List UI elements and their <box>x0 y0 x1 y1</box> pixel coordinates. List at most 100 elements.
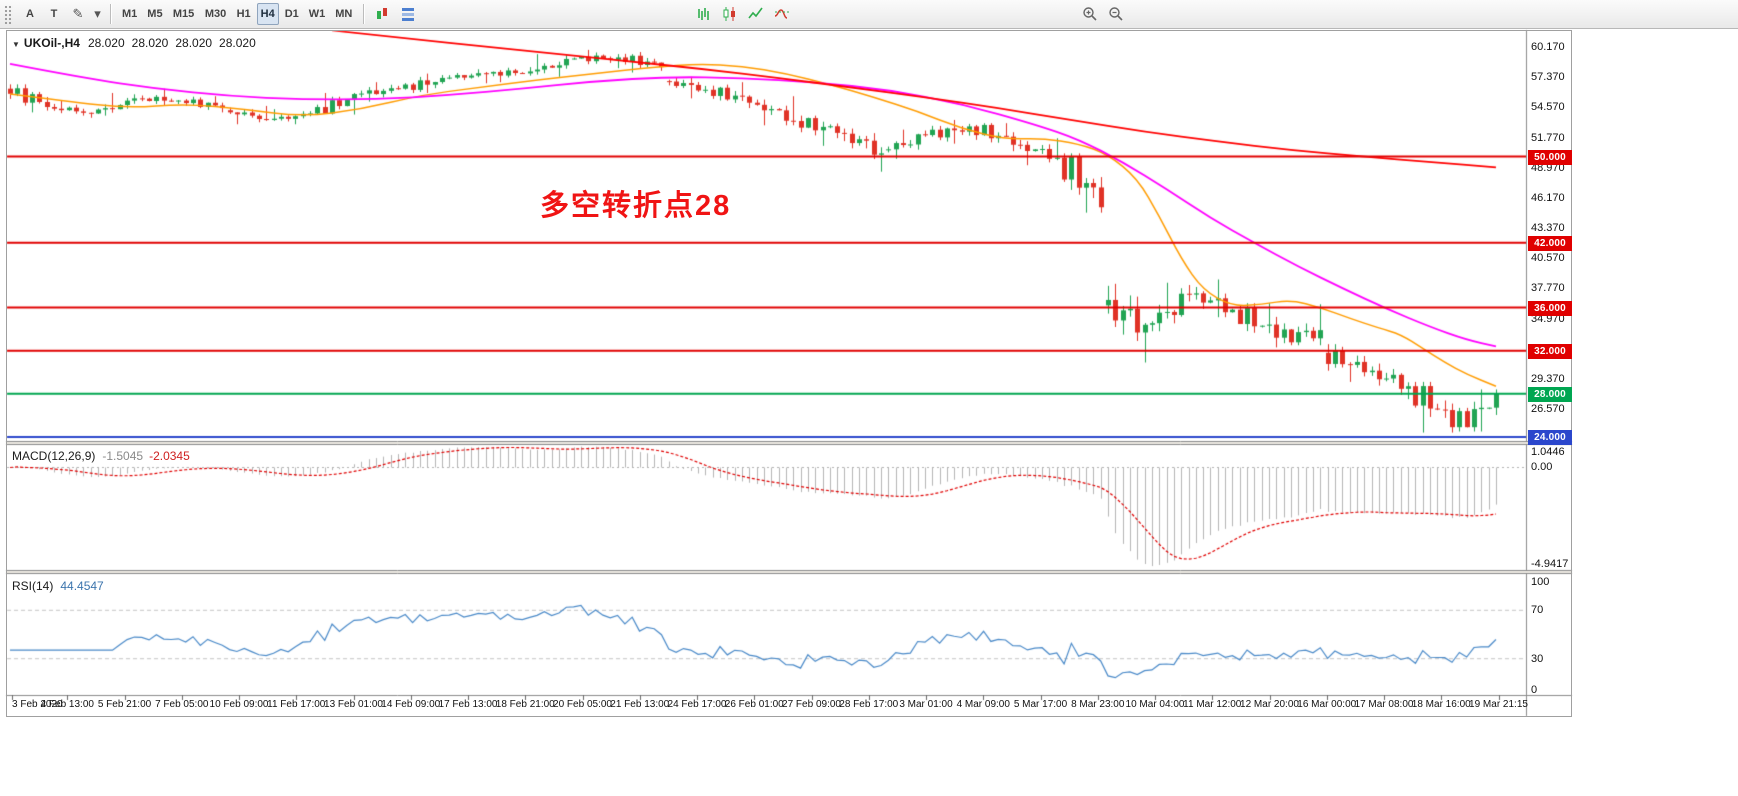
zoom-in-button[interactable] <box>1078 3 1102 25</box>
price-level-badge[interactable]: 32.000 <box>1528 343 1572 359</box>
rsi-scale-label: 70 <box>1531 604 1544 617</box>
rsi-scale-label: 100 <box>1531 576 1550 588</box>
time-axis-label[interactable]: 3 Feb 2020 <box>12 699 63 710</box>
price-axis-label: 51.770 <box>1531 131 1565 144</box>
arrow-tool-button[interactable]: A <box>19 3 41 25</box>
chart-annotation-text[interactable]: 多空转折点28 <box>540 190 732 222</box>
time-axis-label[interactable]: 3 Mar 01:00 <box>899 699 953 710</box>
price-axis-label: 43.370 <box>1531 222 1565 235</box>
zoom-out-button[interactable] <box>1104 3 1128 25</box>
price-axis-label: 48.970 <box>1531 161 1565 174</box>
price-axis-label: 34.970 <box>1531 312 1565 325</box>
timeframe-button-h4[interactable]: H4 <box>256 3 279 25</box>
draw-tool-button[interactable]: ✎ <box>67 3 89 25</box>
quote-close: 28.020 <box>219 36 256 50</box>
rsi-value: 44.4547 <box>60 579 104 593</box>
timeframe-button-d1[interactable]: D1 <box>281 3 303 25</box>
macd-value-main: -1.5045 <box>102 449 144 463</box>
chevron-down-icon[interactable]: ▼ <box>12 40 20 49</box>
indicators-icon <box>775 9 790 19</box>
price-axis-label: 60.170 <box>1531 40 1565 53</box>
new-order-icon <box>377 8 388 19</box>
toolbar-separator <box>110 4 111 24</box>
quote-open: 28.020 <box>87 36 125 50</box>
price-axis-label: 40.570 <box>1531 252 1565 265</box>
price-level-badge[interactable]: 50.000 <box>1528 149 1572 165</box>
time-axis-label[interactable]: 21 Feb 13:00 <box>610 699 670 710</box>
zoom-in-icon <box>1083 7 1097 21</box>
line-chart-style-button[interactable] <box>744 3 768 25</box>
market-watch-button[interactable] <box>396 3 420 25</box>
timeframe-button-m15[interactable]: M15 <box>169 3 199 25</box>
toolbar-separator <box>363 4 365 24</box>
macd-scale-label: -4.9417 <box>1531 558 1569 570</box>
time-axis-label[interactable]: 19 Mar 21:15 <box>1469 699 1528 710</box>
price-axis-label: 54.570 <box>1531 101 1565 114</box>
time-axis-label[interactable]: 13 Feb 01:00 <box>324 699 383 710</box>
time-axis-label[interactable]: 18 Mar 16:00 <box>1411 699 1471 710</box>
macd-title: MACD(12,26,9) <box>12 449 96 463</box>
time-axis-label[interactable]: 10 Mar 04:00 <box>1125 699 1185 710</box>
macd-value-signal: -2.0345 <box>149 449 190 463</box>
bar-chart-icon <box>698 8 710 20</box>
quote-low: 28.020 <box>175 36 213 50</box>
price-level-badge[interactable]: 42.000 <box>1528 235 1572 251</box>
time-axis-label[interactable]: 27 Feb 09:00 <box>782 699 841 710</box>
time-axis-label[interactable]: 17 Mar 08:00 <box>1354 699 1414 710</box>
time-axis-label[interactable]: 5 Mar 17:00 <box>1013 699 1068 710</box>
line-chart-icon <box>748 7 763 19</box>
zoom-out-icon <box>1109 7 1123 21</box>
price-level-badge[interactable]: 28.000 <box>1528 386 1572 402</box>
price-level-badge[interactable]: 24.000 <box>1528 429 1572 445</box>
time-axis-label[interactable]: 12 Mar 20:00 <box>1240 699 1299 710</box>
timeframe-button-m30[interactable]: M30 <box>201 3 231 25</box>
main-toolbar: A T ✎ ▾ M1 M5 M15 M30 H1 H4 D1 W1 MN <box>0 0 1738 29</box>
price-axis-label: 26.570 <box>1531 403 1565 416</box>
time-axis-label[interactable]: 18 Feb 21:00 <box>495 699 555 710</box>
indicators-button[interactable] <box>770 3 794 25</box>
timeframe-button-m5[interactable]: M5 <box>143 3 166 25</box>
time-axis-label[interactable]: 4 Mar 09:00 <box>956 699 1010 710</box>
text-tool-button[interactable]: T <box>43 3 65 25</box>
bar-chart-style-button[interactable] <box>692 3 716 25</box>
time-axis-label[interactable]: 24 Feb 17:00 <box>667 699 727 710</box>
candlestick-icon <box>723 7 736 21</box>
macd-scale-label: 1.0446 <box>1531 446 1565 458</box>
time-axis-label[interactable]: 8 Mar 23:00 <box>1071 699 1125 710</box>
price-level-badge[interactable]: 36.000 <box>1528 300 1572 316</box>
timeframe-button-h1[interactable]: H1 <box>233 3 255 25</box>
time-axis-label[interactable]: 10 Feb 09:00 <box>209 699 269 710</box>
timeframe-button-w1[interactable]: W1 <box>305 3 330 25</box>
rsi-scale-label: 30 <box>1531 652 1544 665</box>
new-order-button[interactable] <box>370 3 394 25</box>
time-axis-label[interactable]: 28 Feb 17:00 <box>839 699 899 710</box>
candlestick-style-button[interactable] <box>718 3 742 25</box>
time-axis-label[interactable]: 4 Feb 13:00 <box>40 699 94 710</box>
macd-header: MACD(12,26,9) -1.5045 -2.0345 <box>12 449 190 463</box>
time-axis-label[interactable]: 26 Feb 01:00 <box>724 699 784 710</box>
price-axis-label: 29.370 <box>1531 372 1565 385</box>
time-axis-label[interactable]: 5 Feb 21:00 <box>97 699 152 710</box>
time-axis-label[interactable]: 16 Mar 00:00 <box>1297 699 1357 710</box>
time-axis-label[interactable]: 11 Mar 12:00 <box>1183 699 1242 710</box>
rsi-title: RSI(14) <box>12 579 54 593</box>
timeframe-toolbar: M1 M5 M15 M30 H1 H4 D1 W1 MN <box>117 3 357 25</box>
market-watch-icon <box>402 8 415 21</box>
timeframe-button-mn[interactable]: MN <box>331 3 356 25</box>
time-axis-label[interactable]: 7 Feb 05:00 <box>155 699 209 710</box>
macd-scale-label: 0.00 <box>1531 461 1553 473</box>
quote-high: 28.020 <box>131 36 169 50</box>
time-axis-label[interactable]: 11 Feb 17:00 <box>267 699 326 710</box>
draw-tool-dropdown[interactable]: ▾ <box>91 3 104 25</box>
symbol-header: ▼ UKOil-,H4 28.020 28.020 28.020 28.020 <box>12 36 263 50</box>
rsi-header: RSI(14) 44.4547 <box>12 579 104 593</box>
price-axis-label: 46.170 <box>1531 191 1565 204</box>
price-axis-label: 37.770 <box>1531 282 1565 295</box>
time-axis-label[interactable]: 14 Feb 09:00 <box>381 699 441 710</box>
toolbar-grip[interactable] <box>4 4 13 24</box>
time-axis-label[interactable]: 17 Feb 13:00 <box>438 699 498 710</box>
timeframe-button-m1[interactable]: M1 <box>118 3 141 25</box>
time-axis-label[interactable]: 20 Feb 05:00 <box>553 699 612 710</box>
